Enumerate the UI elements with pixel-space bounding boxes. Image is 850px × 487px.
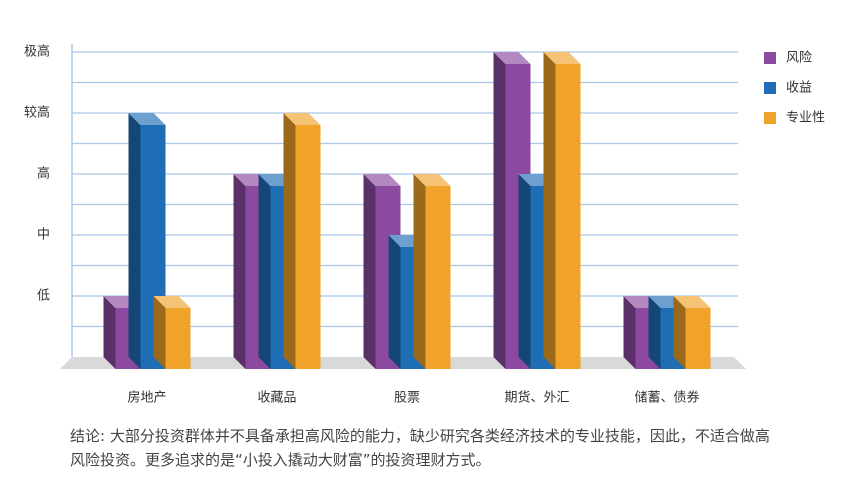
bar-side bbox=[623, 296, 636, 369]
y-tick-label: 较高 bbox=[24, 105, 50, 121]
x-tick-label: 房地产 bbox=[127, 390, 166, 406]
bar bbox=[295, 125, 321, 369]
bar-side bbox=[128, 113, 141, 369]
bar bbox=[685, 308, 711, 369]
bar-side bbox=[673, 296, 686, 369]
y-tick-label: 高 bbox=[37, 166, 50, 182]
bar-side bbox=[233, 174, 246, 369]
bar-top bbox=[153, 296, 191, 308]
bar-top bbox=[363, 174, 401, 186]
legend-swatch bbox=[764, 52, 776, 64]
legend-label: 收益 bbox=[786, 81, 812, 96]
bar-top bbox=[673, 296, 711, 308]
bar-top bbox=[493, 52, 531, 64]
bar-side bbox=[258, 174, 271, 369]
x-tick-label: 期货、外汇 bbox=[504, 390, 569, 406]
y-tick-label: 低 bbox=[37, 289, 50, 304]
bar-side bbox=[153, 296, 166, 369]
bar-side bbox=[283, 113, 296, 369]
bar-side bbox=[103, 296, 116, 369]
bar-top bbox=[413, 174, 451, 186]
bar-top bbox=[283, 113, 321, 125]
bar-top bbox=[543, 52, 581, 64]
legend-label: 专业性 bbox=[786, 111, 825, 126]
legend-swatch bbox=[764, 82, 776, 94]
bar-side bbox=[518, 174, 531, 369]
bar-side bbox=[413, 174, 426, 369]
bar bbox=[555, 64, 581, 369]
bar-side bbox=[363, 174, 376, 369]
bar-side bbox=[493, 52, 506, 369]
x-tick-label: 储蓄、债券 bbox=[634, 390, 699, 406]
x-tick-label: 收藏品 bbox=[257, 391, 296, 406]
legend-label: 风险 bbox=[786, 51, 812, 66]
caption: 结论: 大部分投资群体并不具备承担高风险的能力，缺少研究各类经济技术的专业技能，… bbox=[70, 427, 770, 469]
bar bbox=[425, 186, 451, 369]
y-tick-label: 极高 bbox=[24, 44, 50, 60]
bar bbox=[165, 308, 191, 369]
x-tick-label: 股票 bbox=[394, 391, 420, 406]
y-tick-label: 中 bbox=[37, 228, 50, 243]
bar-side bbox=[388, 235, 401, 369]
bar-side bbox=[648, 296, 661, 369]
legend-swatch bbox=[764, 112, 776, 124]
bar-top bbox=[128, 113, 166, 125]
bar-side bbox=[543, 52, 556, 369]
